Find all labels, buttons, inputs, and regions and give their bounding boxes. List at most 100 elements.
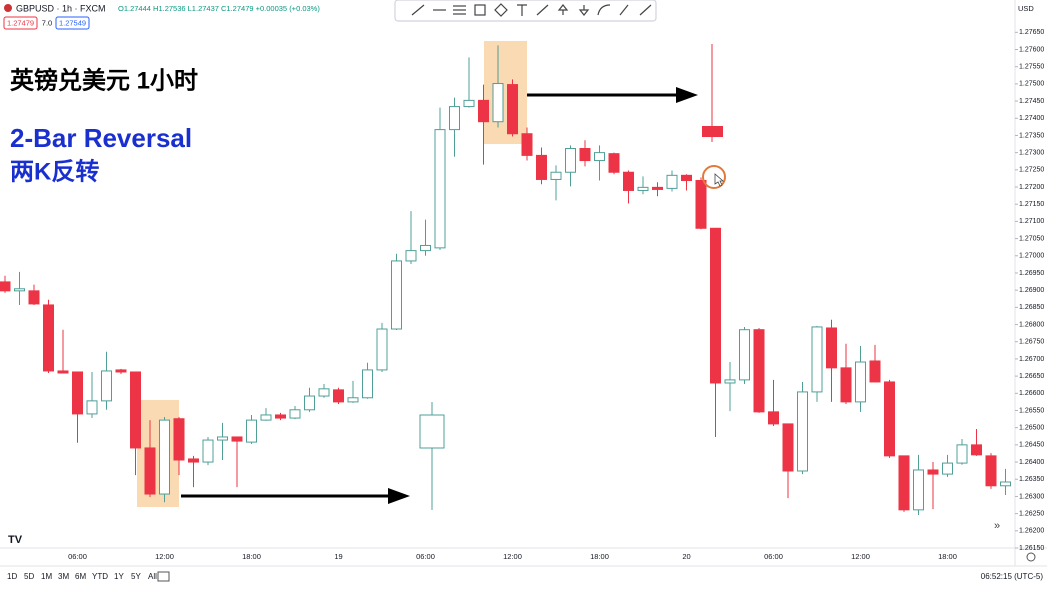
candle-body [144,447,156,495]
y-tick-label: 1.27400 [1019,115,1044,122]
y-tick-label: 1.26900 [1019,287,1044,294]
annotation: 2-Bar Reversal [10,123,192,153]
bid-badge[interactable] [3,16,38,30]
candle-body [826,327,837,369]
x-tick-label: 12:00 [503,552,522,561]
candle-body [492,83,504,123]
range-button[interactable]: YTD [92,572,108,581]
range-button[interactable]: All [148,572,157,581]
candle-body [608,153,620,173]
candle-body [376,328,388,371]
candle-body [246,419,257,443]
y-tick-label: 1.27600 [1019,46,1044,53]
candle-body [753,329,765,413]
candle-body [318,388,330,397]
y-tick-label: 1.26350 [1019,476,1044,483]
candle-body [14,288,25,292]
range-button[interactable]: 1D [7,572,17,581]
candle-body [797,391,808,472]
range-button[interactable]: 5D [24,572,34,581]
y-tick-label: 1.26950 [1019,270,1044,277]
candle-body [434,129,446,249]
y-tick-label: 1.27350 [1019,132,1044,139]
range-button[interactable]: 5Y [131,572,141,581]
x-tick-label: 06:00 [68,552,87,561]
x-tick-label: 12:00 [851,552,870,561]
candle-body [971,444,982,456]
symbol[interactable]: GBPUSD · 1h · FXCM [16,3,106,13]
ask-badge[interactable] [55,16,90,30]
candle-body [782,423,794,472]
ask: 1.27549 [59,18,86,27]
cursor [714,173,725,187]
candle-body [391,260,402,330]
candle-body [231,436,243,442]
candle-body [942,462,953,475]
ohlc-legend: O1.27444 H1.27536 L1.27437 C1.27479 +0.0… [118,4,320,13]
date-range-icon[interactable] [157,571,170,582]
candle-body [57,370,69,374]
candle-body [449,106,460,131]
x-tick-label: 18:00 [590,552,609,561]
candle-body [666,174,678,189]
y-tick-label: 1.26250 [1019,510,1044,517]
y-tick-label: 1.26850 [1019,304,1044,311]
candle-body [768,411,779,425]
candle-body [739,329,750,381]
candle-body [173,418,185,461]
x-tick-label: 19 [334,552,342,561]
candle-body [811,326,823,393]
range-toolbar: 1D 5D 1M 3M 6M YTD 1Y 5Y All [7,572,157,581]
settings-icon[interactable] [1026,552,1036,562]
y-tick-label: 1.27250 [1019,167,1044,174]
candle-body [623,171,634,191]
candle-body [695,179,707,229]
y-tick-label: 1.26800 [1019,321,1044,328]
y-tick-label: 1.26600 [1019,390,1044,397]
y-tick-label: 1.26300 [1019,493,1044,500]
drawn-candle [702,126,723,137]
candle-body [188,458,199,463]
currency[interactable]: USD [1018,4,1034,13]
logo: TV [8,534,23,546]
candle-body [275,414,286,419]
candle-body [463,99,475,108]
candle-body [217,436,228,441]
range-button[interactable]: 6M [75,572,86,581]
drawing-toolbar [394,0,657,22]
candle-body [260,414,272,421]
range-button[interactable]: 3M [58,572,69,581]
x-tick-label: 12:00 [155,552,174,561]
scroll-button[interactable]: » [994,520,1000,532]
x-tick-label: 20 [682,552,690,561]
y-tick-label: 1.27150 [1019,201,1044,208]
drawn-candle [419,414,445,449]
candle-body [1000,481,1011,487]
y-tick-label: 1.26150 [1019,545,1044,552]
annotation: 两K反转 [10,157,99,185]
candle-body [594,152,605,162]
candle-body [521,133,533,156]
range-button[interactable]: 1M [41,572,52,581]
y-tick-label: 1.27200 [1019,184,1044,191]
y-tick-label: 1.26550 [1019,407,1044,414]
candle-body [855,361,866,403]
y-tick-label: 1.27000 [1019,253,1044,260]
cursor-highlight [702,165,726,189]
highlight-box [484,41,527,144]
candle-body [710,227,721,384]
y-tick-label: 1.26700 [1019,356,1044,363]
x-tick-label: 18:00 [242,552,261,561]
candle-body [72,371,83,415]
candle-body [927,469,939,475]
plot-area [0,45,1011,515]
y-tick-label: 1.26750 [1019,339,1044,346]
candle-body [724,379,736,384]
candle-body [550,171,562,180]
candle-body [115,369,127,373]
candle-body [159,419,170,495]
candle-body [420,244,431,252]
range-button[interactable]: 1Y [114,572,124,581]
